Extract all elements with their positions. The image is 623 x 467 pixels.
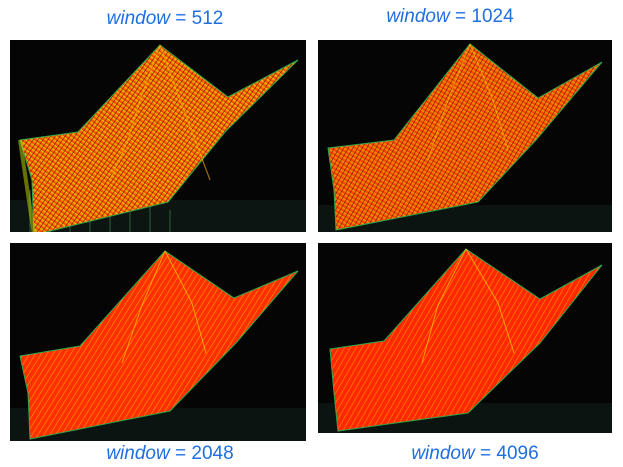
window-word: window: [411, 443, 475, 464]
main-ridge-1024: [327, 43, 603, 231]
panel-label-4096: window = 4096: [411, 443, 539, 464]
main-ridge-2048: [19, 250, 299, 440]
spectrogram-512: [10, 40, 306, 232]
spectrogram-4096: [318, 243, 612, 433]
window-word: window: [386, 6, 450, 27]
main-ridge-512: [19, 44, 299, 232]
spectrogram-1024: [318, 40, 612, 232]
window-word: window: [106, 443, 170, 464]
main-ridge-4096: [329, 248, 603, 432]
panel-label-1024: window = 1024: [386, 6, 514, 27]
window-word: window: [106, 8, 170, 29]
panel-label-512: window = 512: [106, 8, 224, 29]
panel-label-2048: window = 2048: [106, 443, 234, 464]
spectrogram-2048: [10, 243, 306, 441]
